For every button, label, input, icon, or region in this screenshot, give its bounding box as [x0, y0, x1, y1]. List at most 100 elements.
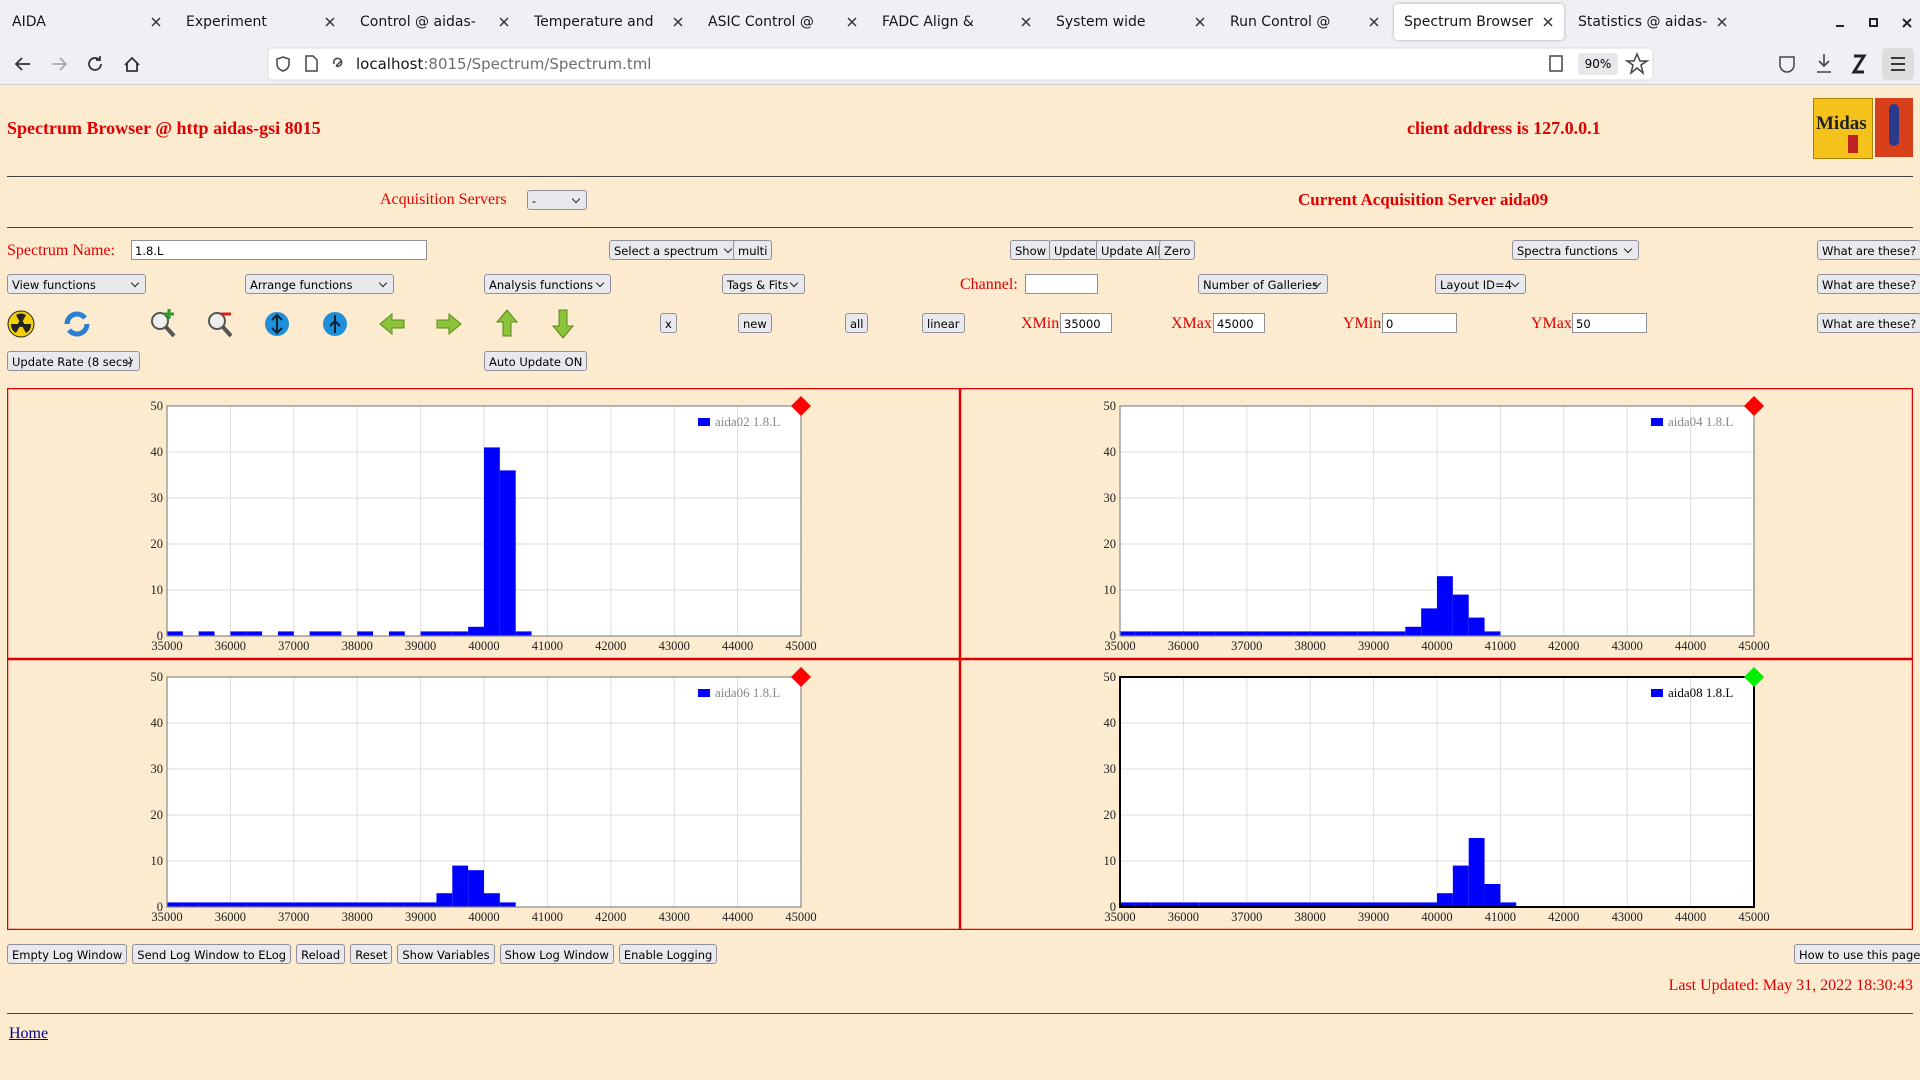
- histogram-bar: [1468, 617, 1485, 636]
- button[interactable]: all: [845, 313, 869, 333]
- zoom-in-icon[interactable]: [151, 309, 176, 338]
- browser-tab[interactable]: Run Control @ aidas-: [1220, 4, 1390, 40]
- url-bar[interactable]: [267, 47, 1654, 81]
- text-input[interactable]: [1025, 274, 1098, 294]
- extension-icon[interactable]: [1851, 54, 1867, 74]
- dropdown[interactable]: Arrange functions: [245, 274, 394, 294]
- tab-close[interactable]: [1020, 16, 1032, 28]
- tab-close[interactable]: [324, 16, 336, 28]
- log-button[interactable]: Show Log Window: [499, 944, 614, 964]
- text-input[interactable]: 1.8.L: [131, 240, 427, 260]
- close-glyph: [1369, 17, 1379, 27]
- button[interactable]: Auto Update ON: [484, 351, 588, 371]
- button[interactable]: Show: [1010, 240, 1052, 260]
- refresh-icon[interactable]: [64, 311, 90, 337]
- tab-close[interactable]: [1368, 16, 1380, 28]
- text-input[interactable]: 0: [1382, 313, 1457, 333]
- home-icon[interactable]: [124, 56, 140, 72]
- text-input[interactable]: 35000: [1060, 313, 1112, 333]
- status-diamond[interactable]: [791, 667, 811, 687]
- tab-close[interactable]: [1542, 16, 1554, 28]
- button[interactable]: Update All: [1096, 240, 1166, 260]
- server-select[interactable]: -: [527, 190, 587, 210]
- pocket-icon[interactable]: [1779, 56, 1795, 73]
- log-button[interactable]: Show Variables: [397, 944, 495, 964]
- log-button[interactable]: Empty Log Window: [7, 944, 128, 964]
- text-input[interactable]: 45000: [1213, 313, 1265, 333]
- reload-icon[interactable]: [88, 56, 102, 71]
- dropdown[interactable]: Layout ID=4: [1435, 274, 1526, 294]
- tab-close[interactable]: [498, 16, 510, 28]
- x-tick-label: 36000: [215, 910, 246, 924]
- dropdown[interactable]: Analysis functions: [484, 274, 611, 294]
- browser-tab[interactable]: Statistics @ aidas-gsi: [1568, 4, 1738, 40]
- histogram-bar: [167, 902, 183, 907]
- dropdown[interactable]: Update Rate (8 secs): [7, 351, 140, 371]
- bookmark-icon[interactable]: [1624, 52, 1650, 76]
- reader-icon[interactable]: [1549, 55, 1563, 72]
- tab-close[interactable]: [1716, 16, 1728, 28]
- browser-tab[interactable]: Spectrum Browser @: [1394, 4, 1564, 40]
- url[interactable]: localhost:8015/Spectrum/Spectrum.tml: [356, 53, 651, 75]
- dropdown[interactable]: Number of Galleries: [1198, 274, 1328, 294]
- browser-tab[interactable]: ASIC Control @ aida: [698, 4, 868, 40]
- browser-tab[interactable]: AIDA: [2, 4, 172, 40]
- radiation-icon[interactable]: [7, 310, 35, 338]
- download-icon[interactable]: [1817, 54, 1831, 73]
- histogram-bar: [468, 870, 484, 907]
- zoom-out-icon[interactable]: [208, 312, 233, 338]
- right-arrow-icon[interactable]: [436, 312, 462, 336]
- dropdown[interactable]: View functions: [7, 274, 146, 294]
- dropdown[interactable]: Spectra functions: [1512, 240, 1639, 260]
- browser-tab[interactable]: System wide Checks: [1046, 4, 1216, 40]
- maximize-icon[interactable]: [1869, 18, 1878, 27]
- browser-tab[interactable]: Experiment Control @: [176, 4, 346, 40]
- shrink-y-icon[interactable]: [323, 312, 347, 336]
- zoom-badge[interactable]: [1578, 53, 1618, 75]
- back-icon[interactable]: [14, 57, 30, 71]
- status-diamond[interactable]: [791, 396, 811, 416]
- button[interactable]: x: [660, 313, 677, 333]
- button[interactable]: Zero: [1159, 240, 1196, 260]
- button[interactable]: multi: [733, 240, 773, 260]
- histogram-bar: [341, 902, 358, 907]
- left-arrow-icon[interactable]: [379, 312, 405, 336]
- browser-tab[interactable]: Temperature and stat: [524, 4, 694, 40]
- dropdown[interactable]: Tags & Fits: [722, 274, 805, 294]
- browser-tab[interactable]: FADC Align & Contro: [872, 4, 1042, 40]
- tab-title: Statistics @ aidas-gsi: [1578, 14, 1708, 30]
- text-input[interactable]: 50: [1572, 313, 1647, 333]
- forward-icon[interactable]: [52, 57, 68, 71]
- tab-close[interactable]: [846, 16, 858, 28]
- status-diamond[interactable]: [1744, 667, 1764, 687]
- status-diamond[interactable]: [1744, 396, 1764, 416]
- legend-swatch: [1651, 418, 1663, 426]
- url-path: :8015/Spectrum/Spectrum.tml: [423, 55, 652, 73]
- home-link[interactable]: Home: [9, 1025, 49, 1042]
- tab-close[interactable]: [150, 16, 162, 28]
- button[interactable]: What are these?: [1817, 240, 1920, 260]
- log-button[interactable]: Send Log Window to ELog: [132, 944, 292, 964]
- dropdown[interactable]: Select a spectrum: [609, 240, 740, 260]
- button[interactable]: What are these?: [1817, 274, 1920, 294]
- button[interactable]: new: [738, 313, 772, 333]
- tab-close[interactable]: [672, 16, 684, 28]
- zoom-level[interactable]: 90%: [1584, 57, 1612, 71]
- button[interactable]: linear: [922, 313, 965, 333]
- browser-tab[interactable]: Control @ aidas-gsi: [350, 4, 520, 40]
- up-arrow-icon[interactable]: [495, 309, 519, 337]
- help-page-button[interactable]: How to use this page: [1794, 944, 1920, 964]
- button[interactable]: Update: [1049, 240, 1101, 260]
- y-tick-label: 0: [157, 629, 163, 643]
- close-icon[interactable]: [1902, 18, 1912, 28]
- log-button[interactable]: Enable Logging: [618, 944, 718, 964]
- button[interactable]: What are these?: [1817, 313, 1920, 333]
- down-arrow-icon[interactable]: [551, 309, 575, 339]
- log-button[interactable]: Reload: [296, 944, 346, 964]
- expand-y-icon[interactable]: [265, 312, 289, 336]
- log-button[interactable]: Reset: [350, 944, 393, 964]
- histogram-bar: [1294, 631, 1311, 636]
- close-glyph: [847, 17, 857, 27]
- tab-close[interactable]: [1194, 16, 1206, 28]
- histogram-bar: [1421, 608, 1437, 636]
